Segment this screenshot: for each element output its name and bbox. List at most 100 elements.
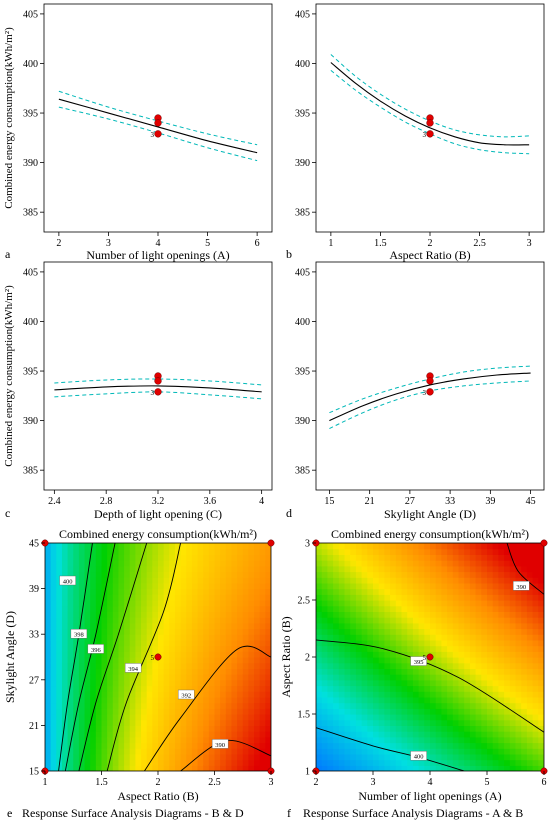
heat-cell-f [378,719,385,726]
heat-cell-e [78,565,86,573]
heat-cell-e [169,679,176,687]
heat-cell-f [469,622,477,630]
heat-cell-f [412,628,420,635]
heat-cell-f [504,696,511,704]
heat-cell-f [492,714,499,721]
y-tick-label-a-2: 395 [23,109,38,120]
heat-cell-e [124,594,131,601]
heat-cell-f [464,554,471,561]
heat-cell-f [532,685,539,692]
heat-cell-e [45,617,52,624]
heat-cell-f [401,753,408,761]
heat-cell-e [61,565,69,573]
heat-cell-f [333,753,340,761]
heat-cell-f [378,577,385,584]
heat-cell-e [90,719,97,726]
heat-cell-e [242,685,249,692]
heat-cell-f [390,759,397,766]
heat-cell-e [124,634,131,641]
heat-cell-e [61,617,69,624]
heat-cell-f [418,594,425,601]
heat-cell-f [458,691,465,698]
heat-cell-f [355,657,363,664]
heat-cell-f [526,765,534,771]
heat-cell-e [61,662,69,669]
heat-cell-f [464,622,471,630]
heat-cell-e [45,719,52,726]
heat-cell-e [169,748,176,755]
heat-cell-f [487,753,494,761]
heat-cell-f [316,674,323,681]
heat-cell-f [327,634,334,641]
heat-cell-f [481,708,488,715]
heat-cell-f [384,657,391,664]
heat-cell-e [84,611,91,618]
heat-cell-e [107,651,114,658]
heat-cell-f [487,748,494,755]
heat-cell-f [441,577,448,584]
heat-cell-f [401,759,408,766]
heat-cell-f [487,600,494,607]
heat-cell-e [158,702,165,709]
heat-cell-f [538,736,544,744]
heat-cell-f [321,634,328,641]
heat-cell-e [169,560,176,567]
heat-cell-e [248,765,255,771]
heat-cell-e [169,759,176,766]
heat-cell-f [407,594,414,601]
heat-cell-e [225,674,233,681]
point-count-label-a: 3 [151,131,155,139]
heat-cell-e [146,657,153,664]
heat-cell-e [242,736,249,744]
heat-cell-f [515,668,522,675]
heat-cell-e [56,742,63,749]
heat-cell-e [186,765,193,771]
heat-cell-e [61,731,69,738]
heat-cell-f [390,628,397,635]
heat-cell-f [469,708,477,715]
heat-cell-e [135,742,142,749]
heat-cell-e [208,679,216,687]
heat-cell-e [118,645,125,652]
heat-cell-e [169,753,176,761]
heat-cell-e [112,651,120,658]
heat-cell-f [475,594,482,601]
heat-cell-f [475,543,482,550]
heat-cell-e [163,565,170,573]
heat-cell-f [338,731,346,738]
heat-cell-f [378,560,385,567]
heat-cell-f [401,731,408,738]
heat-cell-f [469,548,477,555]
heat-cell-e [214,634,221,641]
heat-cell-e [254,634,261,641]
heat-cell-f [532,668,539,675]
heat-cell-e [191,577,199,584]
heat-cell-f [412,714,420,721]
heat-cell-f [321,548,328,555]
y-tick-label-e-5: 45 [29,539,39,550]
heat-cell-e [237,628,244,635]
heat-cell-f [481,765,488,771]
heat-cell-f [321,731,328,738]
x-tick-label-f-3: 5 [485,777,490,788]
heat-cell-e [118,611,125,618]
heat-cell-e [84,679,91,687]
contour-label-box-e-4 [178,689,195,700]
heat-cell-e [141,622,148,630]
heat-cell-e [56,554,63,561]
heat-cell-f [355,714,363,721]
heat-cell-f [515,736,522,744]
heat-cell-e [248,628,255,635]
contour-label-f-2: 390 [516,584,526,591]
heat-cell-e [254,611,261,618]
heat-cell-e [73,702,80,709]
heat-cell-f [418,696,425,704]
heat-cell-e [135,714,142,721]
heat-cell-f [475,731,482,738]
heat-cell-e [191,702,199,709]
heat-cell-e [141,691,148,698]
heat-cell-e [146,736,153,744]
heat-cell-e [225,600,233,607]
x-axis-label-e: Aspect Ratio (B) [117,789,198,803]
heat-cell-f [452,582,460,590]
